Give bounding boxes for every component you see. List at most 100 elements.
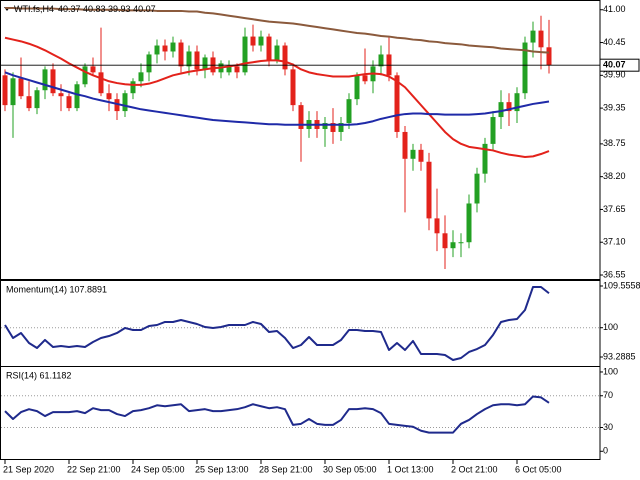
candle-body <box>354 75 360 100</box>
y-tick-label: 37.10 <box>603 237 626 247</box>
candle-body <box>402 131 408 159</box>
candle-body <box>442 233 448 249</box>
candle-body <box>426 161 432 219</box>
candle-body <box>66 96 72 109</box>
candle-body <box>410 149 416 159</box>
candle-body <box>298 105 304 129</box>
candle-body <box>466 203 472 243</box>
panel-title: Momentum(14) 107.8891 <box>6 284 107 294</box>
candle-body <box>122 93 128 112</box>
x-tick-label: 1 Oct 13:00 <box>387 464 434 474</box>
y-tick-label: 36.55 <box>603 269 626 279</box>
candle-body <box>58 93 64 97</box>
y-tick-label: 38.20 <box>603 171 626 181</box>
main-panel-frame <box>0 0 601 280</box>
x-tick-label: 6 Oct 05:00 <box>515 464 562 474</box>
candle-body <box>42 69 48 91</box>
candle-body <box>258 36 264 46</box>
candle-body <box>242 36 248 73</box>
y-tick-label: 40.45 <box>603 37 626 47</box>
y-tick-label: 100 <box>603 322 618 332</box>
indicator-line <box>4 285 550 362</box>
last-price-label: 40.07 <box>603 60 626 70</box>
candle-body <box>234 66 240 73</box>
x-tick-label: 25 Sep 13:00 <box>195 464 249 474</box>
y-tick-label: 100 <box>603 366 618 376</box>
candle-body <box>34 90 40 109</box>
y-tick-label: 41.00 <box>603 4 626 14</box>
candle-body <box>10 78 16 106</box>
candle-body <box>394 75 400 132</box>
candle-body <box>50 69 56 94</box>
moving-average <box>4 71 550 126</box>
candle-body <box>274 45 280 61</box>
y-tick-label: 39.35 <box>603 102 626 112</box>
candle-body <box>266 36 272 61</box>
candle-body <box>322 123 328 129</box>
candle-body <box>362 75 368 82</box>
candle-body <box>98 72 104 94</box>
candle-body <box>74 84 80 109</box>
candle-body <box>522 42 528 94</box>
title-info: 40.37 40.83 39.93 40.07 <box>58 4 156 14</box>
candle-body <box>498 102 504 118</box>
candle-body <box>490 117 496 144</box>
candle-body <box>226 66 232 73</box>
candle-body <box>514 93 520 112</box>
candle-body <box>2 75 8 106</box>
last-price-box <box>599 58 640 72</box>
y-tick-label: 70 <box>603 390 613 400</box>
x-tick-label: 28 Sep 21:00 <box>259 464 313 474</box>
x-tick-label: 24 Sep 05:00 <box>131 464 185 474</box>
candle-body <box>202 57 208 70</box>
x-tick-label: 2 Oct 21:00 <box>451 464 498 474</box>
y-tick-label: 30 <box>603 422 613 432</box>
candle-body <box>250 36 256 46</box>
candle-body <box>90 66 96 73</box>
candle-body <box>546 47 552 66</box>
candle-body <box>282 45 288 70</box>
candle-body <box>82 66 88 85</box>
candle-body <box>474 173 480 204</box>
candle-body <box>186 51 192 67</box>
candle-body <box>506 102 512 112</box>
candle-body <box>290 69 296 106</box>
candle-body <box>338 123 344 132</box>
rsi-panel-frame <box>0 366 601 460</box>
candle-body <box>130 81 136 94</box>
candle-body <box>194 51 200 70</box>
candle-body <box>434 218 440 234</box>
candle-body <box>18 78 24 97</box>
x-tick-label: 30 Sep 05:00 <box>323 464 377 474</box>
y-tick-label: 38.75 <box>603 138 626 148</box>
candle-body <box>538 30 544 48</box>
x-tick-label: 21 Sep 2020 <box>3 464 54 474</box>
candle-body <box>114 99 120 112</box>
candle-body <box>106 93 112 100</box>
candle-body <box>378 54 384 67</box>
candle-body <box>162 45 168 52</box>
candle-body <box>330 123 336 132</box>
y-tick-label: 37.65 <box>603 204 626 214</box>
candle-body <box>346 99 352 124</box>
y-tick-label: 93.2885 <box>603 351 636 361</box>
candle-body <box>450 242 456 249</box>
y-tick-label: 109.5558 <box>603 280 640 290</box>
candle-body <box>418 149 424 162</box>
candle-body <box>530 30 536 43</box>
panel-title: RSI(14) 61.1182 <box>6 370 71 380</box>
chart-title: WTI.fs,H4 40.37 40.83 39.93 40.07 <box>14 4 156 14</box>
indicator-line <box>4 395 550 434</box>
candle-body <box>170 42 176 52</box>
moving-average <box>4 36 550 158</box>
x-tick-label: 22 Sep 21:00 <box>67 464 121 474</box>
candle-body <box>458 242 464 244</box>
title-symbol: WTI.fs,H4 <box>14 4 54 14</box>
candle-body <box>138 72 144 82</box>
candle-body <box>146 54 152 73</box>
y-tick-label: 0 <box>603 446 608 456</box>
candle-body <box>178 42 184 67</box>
candle-body <box>482 143 488 174</box>
